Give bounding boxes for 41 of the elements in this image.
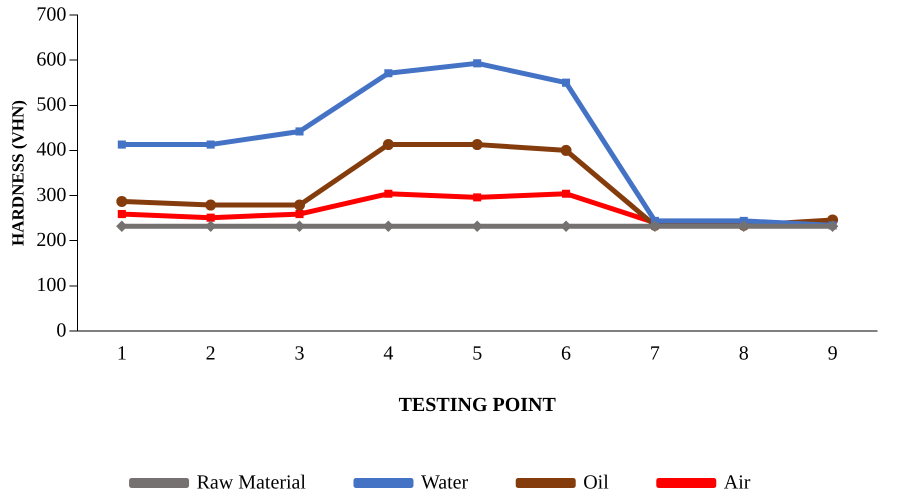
point <box>472 139 483 150</box>
x-tick-label: 1 <box>116 342 127 364</box>
point <box>384 190 392 198</box>
y-tick-label: 400 <box>36 138 66 161</box>
x-tick-label: 4 <box>383 342 394 364</box>
y-tick-label: 700 <box>36 3 66 26</box>
point <box>116 196 128 207</box>
x-tick-label: 8 <box>738 342 749 364</box>
y-tick-label: 500 <box>36 94 66 116</box>
point <box>118 210 126 218</box>
y-tick-label: 100 <box>36 274 66 296</box>
x-tick-label: 9 <box>828 342 838 364</box>
point <box>384 69 392 78</box>
x-axis-title: TESTING POINT <box>398 394 556 416</box>
point <box>118 140 126 149</box>
legend-label: Raw Material <box>196 471 306 494</box>
legend-label: Oil <box>583 471 610 494</box>
x-tick-label: 7 <box>650 342 660 364</box>
point <box>295 210 304 218</box>
point <box>560 144 572 156</box>
y-tick-label: 600 <box>36 48 66 70</box>
legend-label: Water <box>420 471 469 494</box>
x-tick-label: 5 <box>472 342 482 364</box>
y-tick-label: 0 <box>56 319 66 342</box>
point <box>473 193 482 202</box>
point <box>562 78 570 87</box>
y-axis-title: HARDNESS (VHN) <box>8 100 28 246</box>
y-tick-label: 200 <box>36 228 66 251</box>
y-tick-label: 300 <box>36 184 66 206</box>
point <box>295 127 304 136</box>
point <box>206 214 215 222</box>
point <box>382 139 394 150</box>
point <box>205 200 216 211</box>
x-tick-label: 2 <box>206 342 216 364</box>
point <box>206 140 215 149</box>
point <box>294 200 306 211</box>
legend-label: Air <box>724 471 751 494</box>
point <box>473 59 482 68</box>
point <box>562 190 570 198</box>
x-tick-label: 3 <box>294 342 305 364</box>
x-tick-label: 6 <box>561 342 572 364</box>
